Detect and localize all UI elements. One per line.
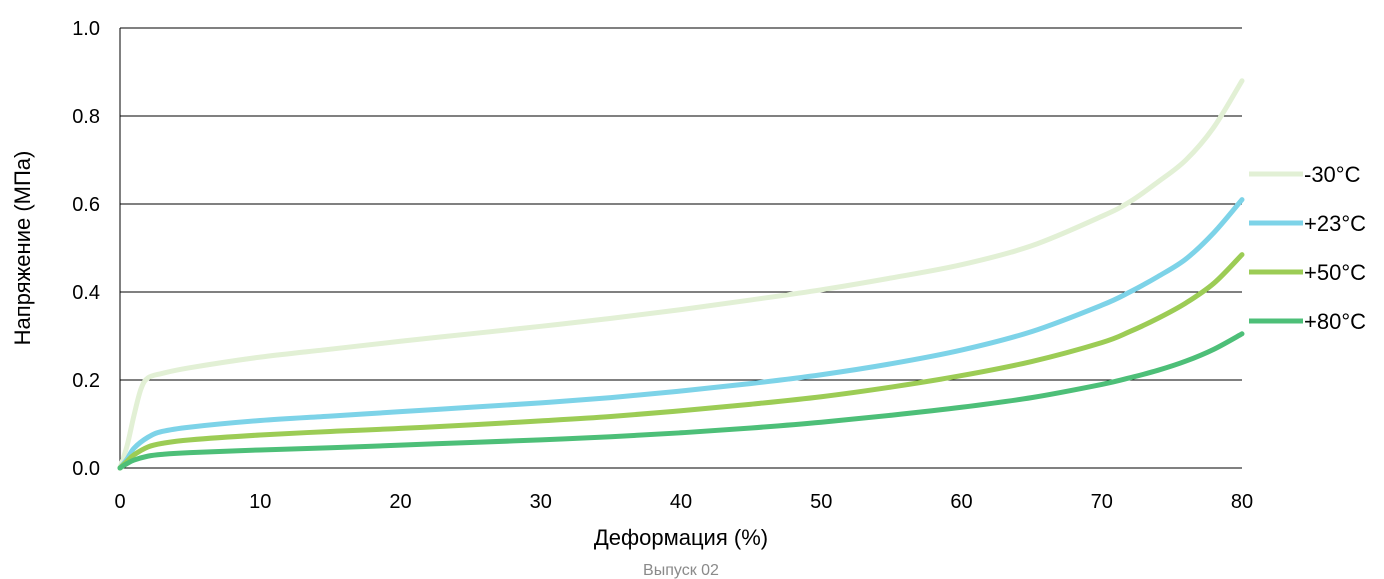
x-tick-label: 20	[389, 491, 411, 513]
legend: -30°C +23°C +50°C +80°C	[1249, 162, 1366, 334]
y-tick-labels: 0.0 0.2 0.4 0.6 0.8 1.0	[72, 18, 100, 480]
gridlines	[120, 27, 1242, 381]
y-tick-label: 0.8	[72, 106, 100, 128]
legend-label: +80°C	[1304, 309, 1366, 334]
x-tick-label: 70	[1091, 491, 1113, 513]
axes	[119, 28, 1242, 469]
series-lines	[117, 78, 1245, 471]
y-tick-label: 1.0	[72, 18, 100, 40]
y-tick-label: 0.4	[72, 282, 100, 304]
x-tick-label: 60	[950, 491, 972, 513]
x-tick-label: 50	[810, 491, 832, 513]
series-line-plus50C	[117, 252, 1245, 471]
x-tick-label: 80	[1231, 491, 1253, 513]
x-tick-label: 0	[114, 491, 125, 513]
x-tick-label: 30	[530, 491, 552, 513]
series-line-plus80C	[117, 331, 1245, 471]
x-tick-labels: 0 10 20 30 40 50 60 70 80	[114, 491, 1253, 513]
y-tick-label: 0.6	[72, 194, 100, 216]
series-line-plus23C	[117, 197, 1245, 471]
y-tick-label: 0.2	[72, 370, 100, 392]
series-line-minus30C	[117, 78, 1245, 471]
x-tick-label: 10	[249, 491, 271, 513]
legend-label: -30°C	[1304, 162, 1361, 187]
y-tick-label: 0.0	[72, 458, 100, 480]
y-axis-title: Напряжение (МПа)	[10, 151, 35, 346]
x-axis-title: Деформация (%)	[594, 525, 768, 550]
x-tick-label: 40	[670, 491, 692, 513]
legend-label: +50°C	[1304, 260, 1366, 285]
footer-caption: Выпуск 02	[643, 562, 719, 579]
legend-label: +23°C	[1304, 211, 1366, 236]
